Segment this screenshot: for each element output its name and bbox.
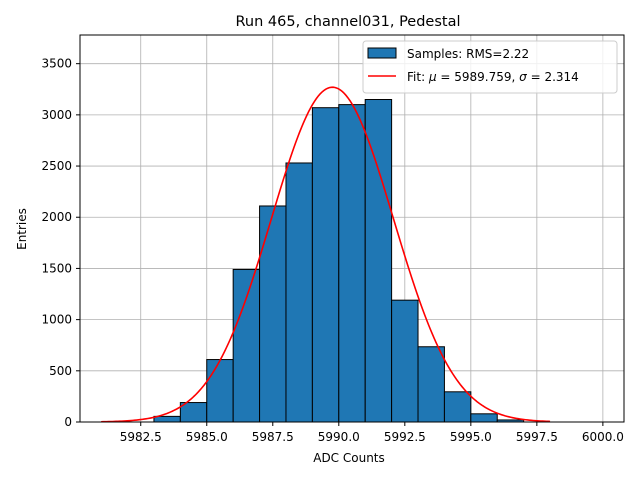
histogram-bars: [153, 99, 525, 423]
histogram-bar: [232, 268, 261, 423]
y-tick-label: 3500: [41, 57, 72, 71]
x-tick-label: 5992.5: [384, 430, 426, 444]
x-tick-label: 5990.0: [318, 430, 360, 444]
legend-box: [362, 40, 618, 94]
x-axis-label: ADC Counts: [313, 451, 385, 465]
y-tick-label: 0: [64, 415, 72, 429]
fit-curve: [101, 86, 551, 423]
legend-fit-mu-value: = 5989.759,: [437, 70, 520, 84]
x-tick-label: 5985.0: [186, 430, 228, 444]
legend-fit-sigma-value: = 2.314: [527, 70, 579, 84]
histogram-bar: [338, 104, 366, 423]
y-tick-label: 1500: [41, 261, 72, 275]
axis-ticks: 5982.5 5985.0 5987.5 5990.0 5992.5 5995.0 5997…: [41, 57, 623, 444]
legend: Samples: RMS=2.22 Fit: μ = 5989.759, σ =…: [362, 40, 618, 94]
chart-title: Run 465, channel031, Pedestal: [235, 14, 460, 30]
legend-histogram-label: Samples: RMS=2.22: [407, 47, 529, 61]
x-tick-label: 6000.0: [582, 430, 624, 444]
y-tick-label: 2000: [41, 210, 72, 224]
histogram-bar: [470, 413, 498, 423]
legend-fit-label: Fit: μ = 5989.759, σ = 2.314: [407, 70, 579, 84]
histogram-bar: [259, 205, 287, 423]
histogram-bar: [285, 162, 313, 423]
histogram-bar: [311, 107, 340, 423]
histogram-bar: [364, 99, 393, 423]
histogram-bar: [391, 299, 419, 423]
y-axis-label: Entries: [15, 208, 29, 250]
y-tick-label: 2500: [41, 159, 72, 173]
x-tick-label: 5982.5: [120, 430, 162, 444]
y-tick-label: 1000: [41, 313, 72, 327]
y-tick-label: 3000: [41, 108, 72, 122]
histogram-bar: [153, 415, 181, 423]
histogram-bar: [206, 359, 234, 423]
plot-frame: [79, 34, 625, 423]
legend-fit-sigma-symbol: σ: [519, 70, 527, 84]
x-tick-label: 5997.5: [516, 430, 558, 444]
histogram-bar: [417, 346, 445, 423]
histogram-bar: [443, 391, 472, 423]
fit-curve-group: [101, 86, 551, 423]
x-tick-label: 5987.5: [252, 430, 294, 444]
legend-fit-prefix: Fit:: [407, 70, 429, 84]
y-tick-label: 500: [49, 364, 72, 378]
legend-histogram-swatch: [367, 47, 397, 59]
x-tick-label: 5995.0: [450, 430, 492, 444]
legend-fit-mu-symbol: μ: [428, 70, 437, 84]
histogram-bar: [179, 402, 208, 423]
